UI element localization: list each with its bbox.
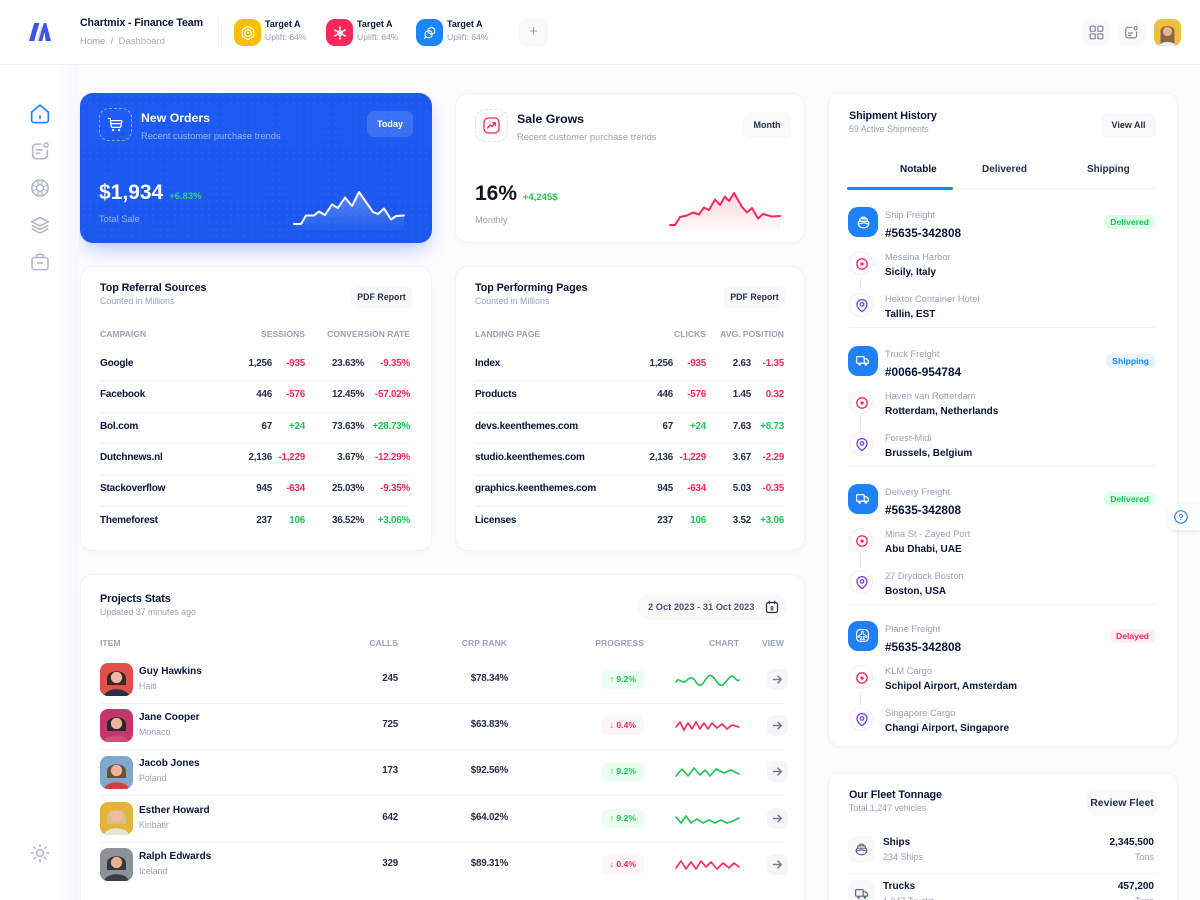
svg-text:?: ? — [1178, 512, 1183, 522]
svg-text:8: 8 — [770, 606, 774, 612]
